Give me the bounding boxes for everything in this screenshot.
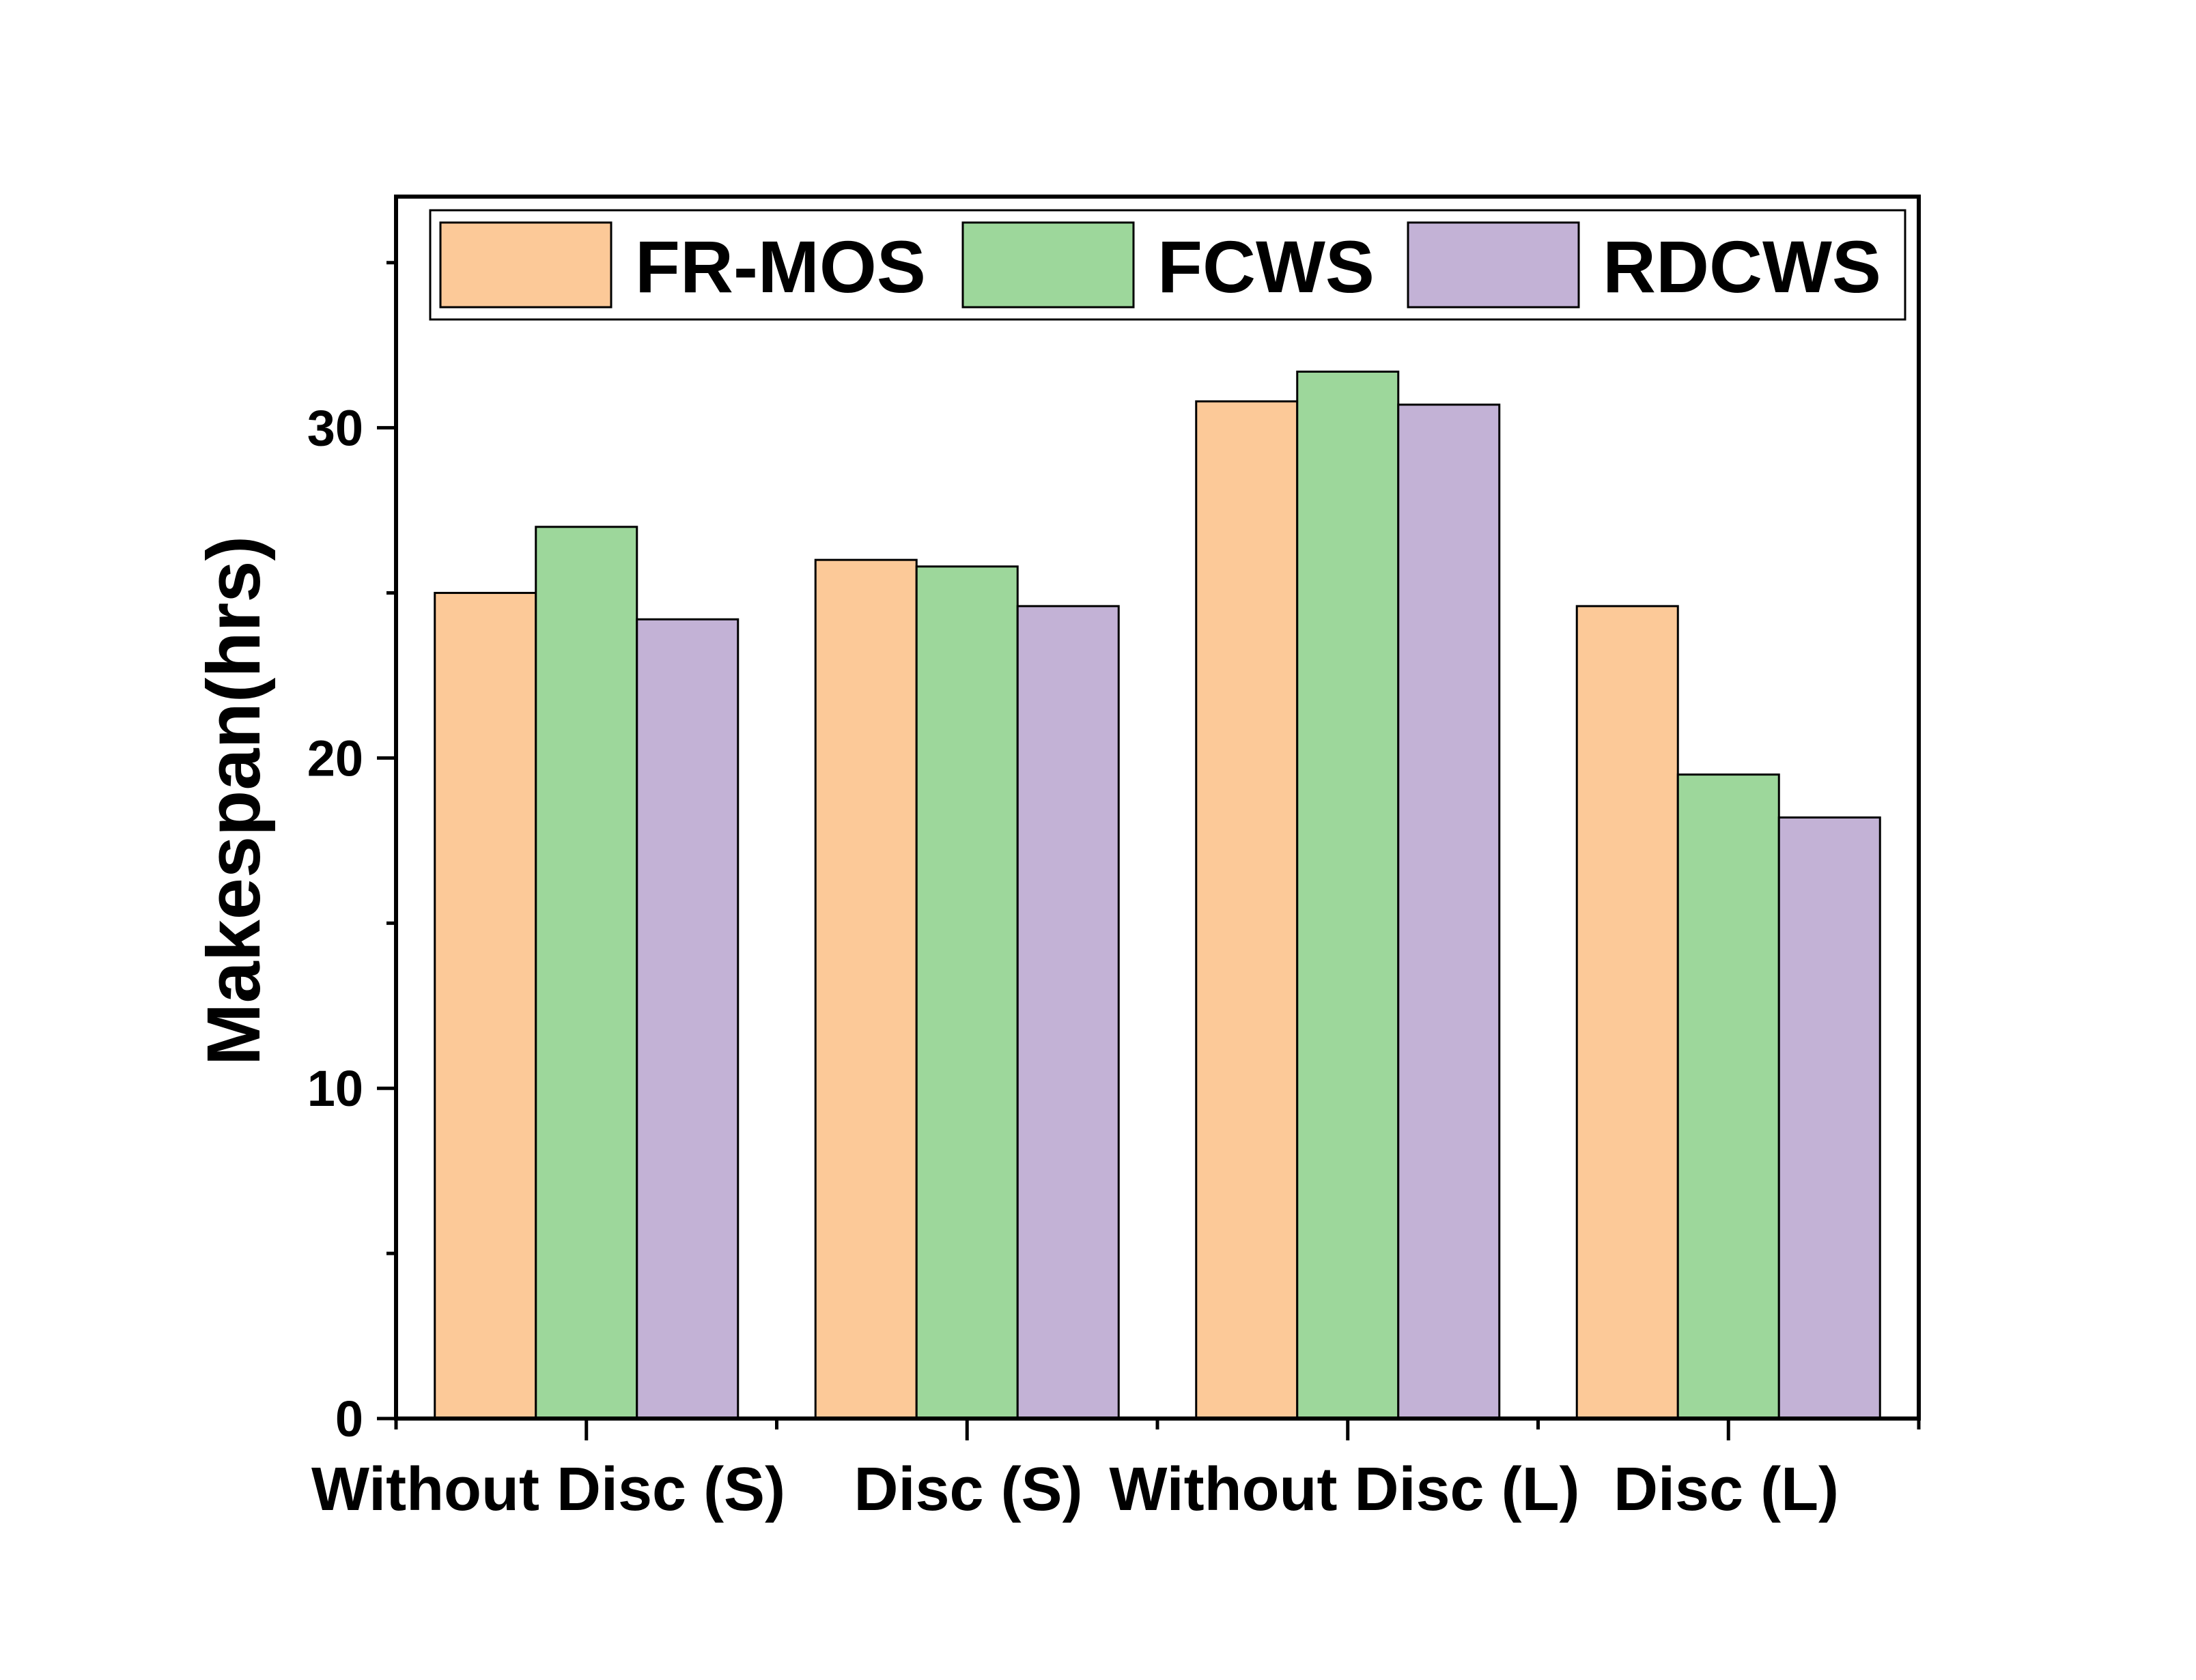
bar-fcws-1	[535, 526, 638, 1420]
legend-label-rdcws: RDCWS	[1603, 225, 1881, 308]
y-tick-label-10: 10	[307, 1060, 363, 1117]
bar-fcws-2	[915, 565, 1019, 1420]
x-category-label-2: Disc (S)	[854, 1455, 1082, 1524]
labels-layer: Makespan(hrs) 0 10 20 30 Without Disc (S) Dis…	[192, 400, 1839, 1524]
bar-fcws-4	[1676, 773, 1780, 1420]
x-category-label-1: Without Disc (S)	[311, 1455, 785, 1524]
x-category-label-4: Disc (L)	[1614, 1455, 1839, 1524]
bar-rdcws-4	[1777, 816, 1881, 1420]
bar-rdcws-2	[1016, 605, 1120, 1420]
y-axis-title: Makespan(hrs)	[192, 536, 276, 1066]
legend-swatch-fcws	[961, 221, 1135, 309]
bar-fr-mos-4	[1575, 605, 1679, 1420]
legend-swatch-fr-mos	[439, 221, 613, 309]
bar-fr-mos-3	[1195, 400, 1299, 1420]
bar-fcws-3	[1296, 370, 1400, 1420]
legend: FR-MOS FCWS RDCWS	[429, 209, 1906, 321]
y-tick-label-30: 30	[307, 400, 363, 457]
y-tick-label-20: 20	[307, 730, 363, 786]
bars-layer	[434, 370, 1881, 1420]
x-category-label-3: Without Disc (L)	[1109, 1455, 1579, 1524]
y-tick-label-0: 0	[335, 1391, 363, 1447]
bar-fr-mos-1	[434, 592, 537, 1420]
legend-swatch-rdcws	[1407, 221, 1580, 309]
bar-rdcws-1	[636, 618, 740, 1420]
bar-fr-mos-2	[814, 558, 918, 1420]
ticks-layer	[377, 261, 1921, 1440]
legend-frame	[429, 209, 1906, 321]
bar-rdcws-3	[1397, 403, 1501, 1420]
legend-label-fr-mos: FR-MOS	[635, 225, 926, 308]
legend-label-fcws: FCWS	[1157, 225, 1375, 308]
